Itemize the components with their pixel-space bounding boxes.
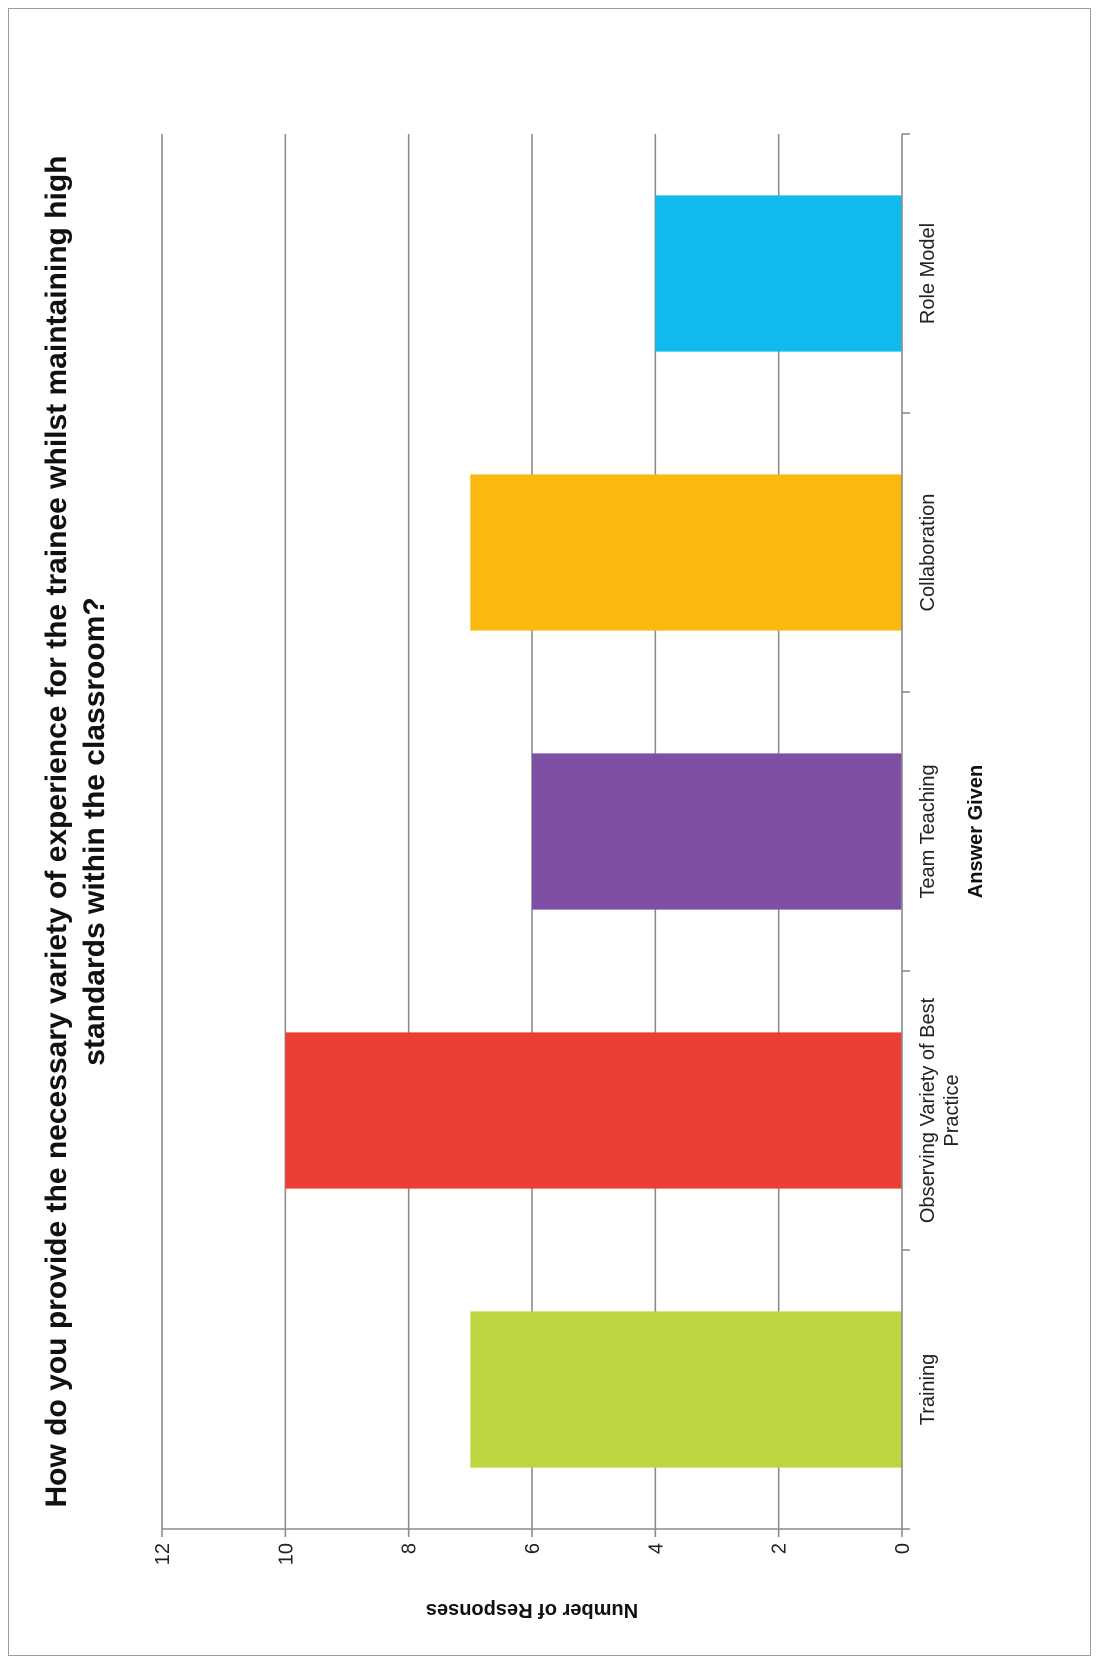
y-tick-label: 8	[399, 1543, 421, 1554]
x-tick-label: Team Teaching	[917, 764, 939, 898]
bar	[532, 753, 902, 910]
y-tick-label: 12	[152, 1543, 174, 1565]
chart-title-line-1: How do you provide the necessary variety…	[40, 156, 73, 1508]
x-axis-label: Answer Given	[965, 765, 987, 898]
y-axis-label: Number of Responses	[426, 1599, 638, 1621]
bar	[655, 195, 902, 352]
x-tick-label: Practice	[941, 1074, 963, 1146]
bar	[470, 474, 902, 631]
y-tick-label: 0	[892, 1543, 914, 1554]
category-labels: Training Observing Variety of Best Practic…	[917, 223, 963, 1425]
bars	[285, 195, 903, 1468]
y-tick-label: 6	[522, 1543, 544, 1554]
chart-title-line-2: standards within the classroom?	[78, 597, 111, 1065]
gridlines	[161, 134, 780, 1529]
y-tick-label: 4	[645, 1543, 667, 1554]
bar	[285, 1032, 903, 1189]
x-tick-label: Observing Variety of Best	[917, 997, 939, 1223]
x-tick-label: Training	[917, 1354, 939, 1426]
axes	[161, 133, 910, 1537]
y-tick-labels: 0 2 4 6 8 10 12	[152, 1543, 914, 1565]
x-tick-label: Role Model	[917, 223, 939, 324]
bar	[470, 1311, 902, 1468]
x-tick-label: Collaboration	[917, 494, 939, 612]
y-tick-label: 2	[769, 1543, 791, 1554]
y-tick-label: 10	[275, 1543, 297, 1565]
